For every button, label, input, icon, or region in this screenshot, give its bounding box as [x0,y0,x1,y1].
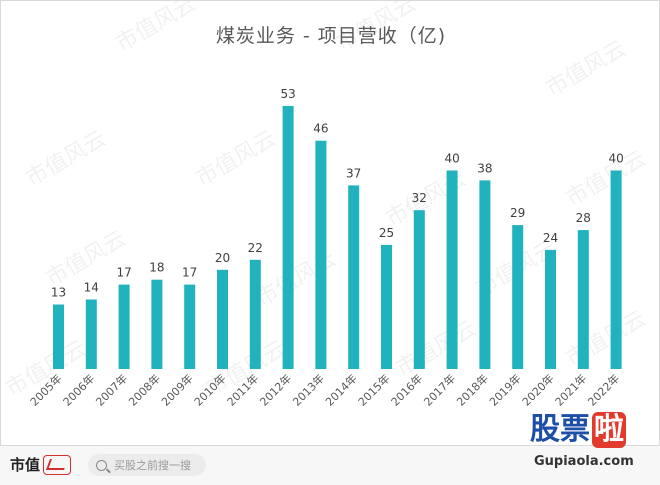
search-input[interactable] [114,458,204,472]
data-label: 17 [182,266,197,280]
chart-title: 煤炭业务 - 项目营收（亿) [215,25,447,47]
bar-2019年 [512,225,524,369]
data-label: 17 [116,266,131,280]
x-tick-label: 2013年 [290,371,327,408]
bar-2016年 [413,210,425,369]
bar-2013年 [315,140,327,369]
bar-2007年 [118,284,130,369]
data-label: 32 [412,191,427,205]
site-logo-url: Gupiaola.com [534,454,634,469]
bar-2021年 [577,230,589,369]
x-tick-label: 2007年 [93,371,130,408]
bar-2011年 [249,259,261,369]
data-label: 20 [215,251,230,265]
x-tick-label: 2015年 [355,371,392,408]
x-tick-label: 2018年 [454,371,491,408]
x-tick-label: 2022年 [585,371,622,408]
data-label: 22 [248,241,263,255]
brand-logo[interactable]: 市值 [10,454,72,475]
x-tick-label: 2010年 [191,371,228,408]
x-tick-label: 2011年 [224,371,261,408]
data-label: 46 [313,122,328,136]
x-tick-label: 2006年 [60,371,97,408]
x-tick-label: 2009年 [158,371,195,408]
bar-2015年 [381,244,392,369]
search-box[interactable] [88,454,206,476]
data-label: 13 [51,286,66,300]
search-icon [96,459,107,471]
x-tick-label: 2017年 [421,371,458,408]
data-label: 40 [608,152,623,166]
x-tick-label: 2014年 [322,371,359,408]
x-tick-label: 2008年 [126,371,163,408]
x-tick-label: 2016年 [388,371,425,408]
bar-2008年 [151,279,163,369]
chart-card: 市值风云 市值风云 市值风云 市值风云 市值风云 市值风云 市值风云 市值风云 市值风云 市值风云… [0,0,660,446]
brand-text: 市值 [10,456,41,474]
bar-2012年 [282,106,294,369]
data-label: 24 [543,231,558,245]
bar-2010年 [217,269,228,369]
data-label: 37 [346,166,361,180]
x-tick-label: 2020年 [519,371,556,408]
footer-bar: 市值 [0,446,660,485]
bar-2017年 [446,170,458,369]
data-label: 28 [576,211,591,225]
data-label: 25 [379,226,394,240]
bar-2005年 [53,304,64,369]
bar-2006年 [85,299,97,369]
bar-2009年 [184,284,196,369]
bar-2014年 [348,185,360,369]
data-label: 40 [444,152,459,166]
site-logo-char: 股 [530,412,560,447]
data-label: 14 [84,281,99,295]
x-tick-label: 2005年 [27,371,64,408]
site-logo[interactable]: 股 票 啦 Gupiaola.com [530,412,650,482]
data-label: 29 [510,206,525,220]
data-label: 53 [280,87,295,101]
site-logo-char: 啦 [592,412,626,448]
bar-chart: 13 2005年 14 2006年 17 2007年 18 2008年 17 2009年 20 201… [27,87,624,409]
data-label: 38 [477,161,492,175]
x-tick-label: 2021年 [552,371,589,408]
site-logo-char: 票 [560,412,590,447]
data-label: 18 [149,261,164,275]
bar-2020年 [545,249,556,369]
x-tick-label: 2012年 [257,371,294,408]
x-tick-label: 2019年 [486,371,523,408]
fengyun-logo-icon [43,454,72,475]
bar-2022年 [610,170,622,369]
bar-2018年 [479,180,491,369]
